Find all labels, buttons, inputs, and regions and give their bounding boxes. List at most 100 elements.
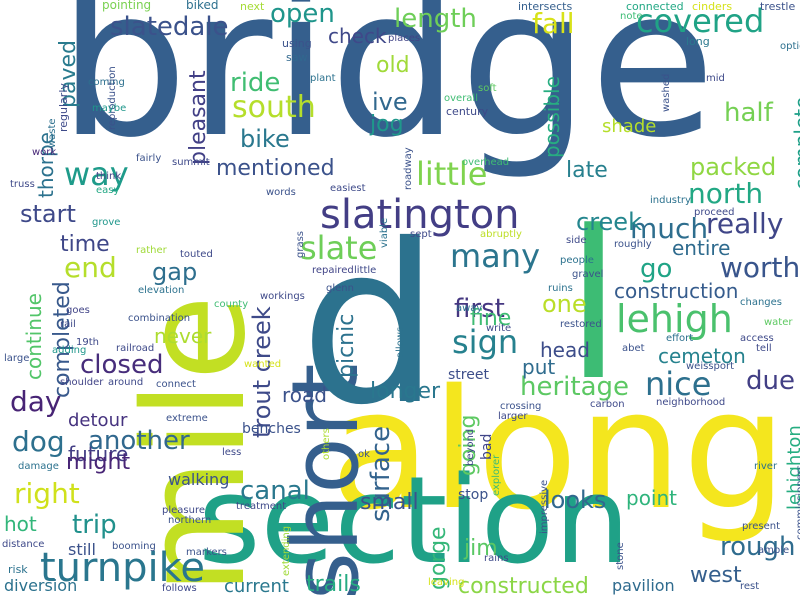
word-connect: connect bbox=[156, 379, 196, 390]
word-rather: rather bbox=[136, 245, 167, 256]
word-ive: ive bbox=[372, 88, 408, 116]
word-check: check bbox=[328, 24, 387, 48]
word-time: time bbox=[60, 232, 110, 257]
word-rail: rail bbox=[60, 319, 76, 330]
word-roadway: roadway bbox=[403, 147, 414, 190]
word-abet: abet bbox=[622, 343, 645, 354]
word-abruptly: abruptly bbox=[480, 229, 522, 240]
word-glenn: glenn bbox=[326, 283, 354, 294]
word-day: day bbox=[10, 385, 62, 418]
word-tell: tell bbox=[756, 343, 772, 354]
word-walking: walking bbox=[168, 470, 230, 489]
word-jim: jim bbox=[464, 536, 498, 561]
word-way: way bbox=[64, 155, 129, 193]
word-industry: industry bbox=[650, 195, 691, 206]
word-many: many bbox=[450, 237, 540, 275]
word-slatington: slatington bbox=[320, 192, 520, 238]
word-touted: touted bbox=[180, 249, 213, 260]
word-head: head bbox=[540, 338, 590, 362]
word-plant: plant bbox=[310, 73, 336, 84]
word-beyond: beyond bbox=[465, 428, 476, 466]
word-point: point bbox=[626, 486, 678, 510]
word-half: half bbox=[724, 98, 773, 128]
word-county: county bbox=[214, 299, 249, 310]
word-viable: viable bbox=[379, 217, 390, 248]
word-adding: adding bbox=[52, 345, 87, 356]
word-ride: ride bbox=[230, 68, 281, 98]
word-little: little bbox=[354, 265, 377, 276]
word-century: century bbox=[446, 105, 489, 118]
word-mentioned: mentioned bbox=[216, 156, 335, 181]
word-trip: trip bbox=[72, 510, 117, 540]
word-trails: trails bbox=[306, 572, 361, 597]
word-dog: dog bbox=[12, 425, 65, 458]
word-diversion: diversion bbox=[4, 576, 78, 595]
word-crossing: crossing bbox=[500, 401, 542, 412]
word-might: might bbox=[66, 450, 131, 475]
word-places: places bbox=[388, 33, 421, 44]
word-sept: sept bbox=[410, 229, 432, 240]
word-waste: waste bbox=[47, 118, 58, 148]
word-longer: longer bbox=[370, 379, 441, 404]
word-treatment: treatment bbox=[236, 501, 287, 512]
word-possible: possible bbox=[540, 76, 564, 158]
word-northern: northern bbox=[168, 515, 212, 526]
word-work: work bbox=[32, 147, 57, 158]
word-weissport: weissport bbox=[686, 361, 735, 372]
word-small: small bbox=[360, 490, 419, 515]
word-stop: stop bbox=[458, 487, 489, 503]
word-pavilion: pavilion bbox=[612, 576, 675, 595]
word-follows: follows bbox=[162, 583, 197, 594]
word-looks: looks bbox=[544, 486, 607, 514]
word-section: section bbox=[198, 452, 631, 591]
word-damage: damage bbox=[18, 461, 59, 472]
word-connected: connected bbox=[626, 0, 684, 13]
word-detour: detour bbox=[68, 410, 128, 431]
word-biked: biked bbox=[186, 0, 219, 12]
word-fall: fall bbox=[532, 7, 575, 40]
word-around: around bbox=[108, 377, 144, 388]
word-proceed: proceed bbox=[694, 207, 735, 218]
word-less: less bbox=[222, 447, 242, 458]
word-grove: grove bbox=[92, 217, 121, 228]
word-future: future bbox=[68, 442, 129, 466]
word-people: people bbox=[560, 255, 594, 266]
word-open: open bbox=[270, 0, 335, 29]
word-trout-creek: trout creek bbox=[248, 306, 276, 438]
word-l: l bbox=[565, 188, 622, 426]
word-ample: ample bbox=[758, 545, 790, 556]
word-jog: jog bbox=[370, 112, 404, 137]
word-really: really bbox=[706, 207, 784, 240]
word-19th: 19th bbox=[76, 337, 99, 348]
word-larger: larger bbox=[498, 411, 528, 422]
word-next: next bbox=[240, 0, 265, 13]
word-explorer: explorer bbox=[491, 454, 502, 496]
word-rough: rough bbox=[720, 532, 796, 562]
word-first: first bbox=[454, 294, 505, 324]
word-large: large bbox=[4, 353, 30, 364]
word-impressive: impressive bbox=[539, 479, 550, 534]
word-slatedale: slatedale bbox=[110, 12, 229, 42]
word-worth: worth bbox=[720, 251, 800, 284]
word-trestle: trestle bbox=[760, 0, 796, 13]
word-lehigh: lehigh bbox=[616, 297, 733, 341]
word-west: west bbox=[690, 563, 742, 588]
word-reproduction: reproduction bbox=[107, 66, 118, 130]
word-due: due bbox=[746, 366, 795, 396]
word-slate: slate bbox=[300, 229, 378, 267]
word-write: write bbox=[486, 323, 512, 334]
word-soft: soft bbox=[478, 83, 497, 94]
word-covered: covered bbox=[636, 2, 765, 40]
word-little: little bbox=[416, 155, 488, 193]
word-others: others bbox=[321, 428, 332, 460]
word-wanted: wanted bbox=[244, 359, 282, 370]
word-length: length bbox=[394, 4, 477, 34]
word-water: water bbox=[764, 317, 793, 328]
word-away: away bbox=[456, 303, 483, 314]
word-restored: restored bbox=[560, 319, 602, 330]
word-d: d bbox=[300, 197, 440, 453]
word-constructed: constructed bbox=[458, 574, 589, 599]
word-overall: overall bbox=[444, 93, 478, 104]
word-think: think bbox=[96, 171, 122, 182]
word-workings: workings bbox=[260, 291, 305, 302]
